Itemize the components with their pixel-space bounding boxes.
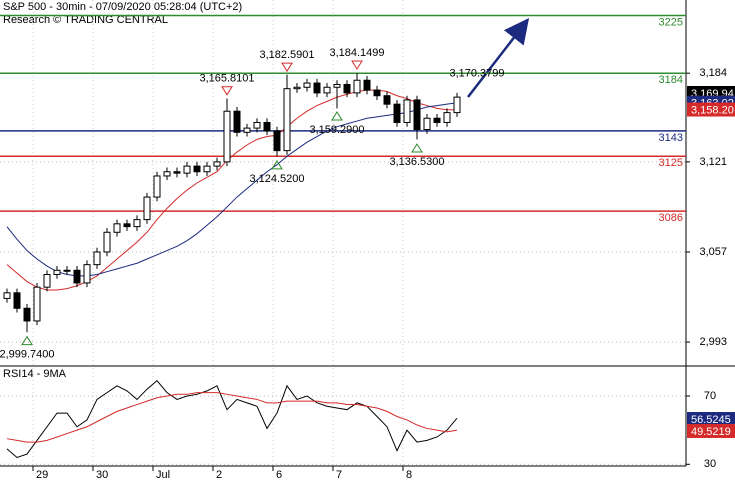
high-marker (351, 60, 363, 70)
candle-body (273, 130, 281, 152)
candle-body (413, 99, 421, 131)
rsi-title: RSI14 - 9MA (3, 368, 67, 380)
candle-body (363, 79, 371, 91)
candle-body (93, 251, 101, 266)
candle-body (373, 89, 381, 97)
candle-body (323, 86, 331, 94)
candle-body (143, 196, 151, 221)
level-label: 3143 (659, 132, 683, 144)
annotation-label: 3,184.1499 (329, 47, 384, 59)
candle-body (3, 292, 11, 299)
candle-body (173, 171, 181, 174)
rsi-line (6, 379, 458, 459)
candle-body (423, 117, 431, 131)
chart-subtitle: Research © TRADING CENTRAL (3, 14, 168, 26)
candle-body (403, 99, 411, 123)
x-tick-label: 29 (36, 469, 48, 480)
y-tick-label: 3,057 (699, 246, 727, 258)
y-tick-label: 2,993 (699, 336, 727, 348)
candle-body (223, 110, 231, 163)
y-tick-label: 3,121 (699, 156, 727, 168)
last-value-box (687, 412, 735, 427)
candle-body (153, 175, 161, 198)
candle-body (443, 112, 451, 123)
x-tick-label: 2 (216, 469, 222, 480)
high-marker (281, 62, 293, 73)
candle-body (253, 121, 261, 129)
last-value-box (687, 423, 735, 438)
candle-body (163, 171, 171, 177)
high-marker (221, 86, 233, 96)
level-label: 3225 (659, 16, 683, 28)
candle-body (343, 83, 351, 94)
forecast-arrow (467, 18, 530, 98)
moving-average (6, 102, 458, 277)
x-tick-label: Jul (156, 469, 170, 480)
low-marker (271, 159, 283, 170)
candle-body (393, 103, 401, 123)
candle-body (453, 96, 461, 114)
x-tick-label: 30 (96, 469, 108, 480)
annotation-label: 3,182.5901 (259, 49, 314, 61)
candle-body (183, 165, 191, 174)
candle-body (213, 161, 221, 167)
candle-body (203, 165, 211, 173)
candle-body (63, 269, 71, 272)
rsi-line (6, 392, 458, 443)
low-marker (21, 335, 33, 346)
candle-body (433, 117, 441, 123)
x-tick-label: 8 (406, 469, 412, 480)
candle-body (13, 292, 21, 309)
candle-body (23, 307, 31, 322)
moving-average (6, 89, 457, 291)
candle-body (103, 231, 111, 253)
last-value-label: 3,158.20 (691, 104, 734, 116)
candle-body (73, 269, 81, 284)
annotation-label: 3,124.5200 (249, 173, 304, 185)
candle-body (353, 79, 361, 94)
candle-body (293, 86, 301, 90)
annotation-label: 3,159.2900 (309, 124, 364, 136)
candle-body (53, 269, 61, 275)
candle-body (333, 83, 341, 88)
level-label: 3184 (659, 74, 683, 86)
level-label: 3125 (659, 157, 683, 169)
candle-body (193, 165, 201, 173)
candle-body (33, 286, 41, 322)
candle-body (43, 274, 51, 288)
annotation-label: 3,170.3799 (449, 67, 504, 79)
candle-body (113, 223, 121, 233)
candle-body (283, 88, 291, 152)
chart-title: S&P 500 - 30min - 07/09/2020 05:28:04 (U… (3, 1, 242, 13)
low-marker (411, 143, 423, 153)
low-marker (331, 111, 343, 121)
candle-body (383, 95, 391, 105)
candle-body (133, 219, 141, 228)
candle-body (83, 264, 91, 284)
last-value-label: 49.5219 (691, 426, 731, 438)
annotation-label: 2,999.7400 (0, 348, 55, 360)
candle-body (123, 223, 131, 228)
annotation-label: 3,165.8101 (199, 73, 254, 85)
candle-body (263, 121, 271, 132)
y-tick-label: 70 (704, 390, 716, 402)
y-tick-label: 30 (704, 458, 716, 470)
candle-body (313, 82, 321, 94)
x-tick-label: 7 (336, 469, 342, 480)
y-tick-label: 3,184 (699, 67, 727, 79)
last-value-box (687, 102, 735, 117)
annotation-label: 3,136.5300 (389, 156, 444, 168)
x-tick-label: 6 (276, 469, 282, 480)
last-value-label: 56.5245 (691, 414, 731, 426)
candle-body (303, 82, 311, 88)
candle-body (233, 110, 241, 133)
level-label: 3086 (659, 212, 683, 224)
candle-body (243, 127, 251, 133)
